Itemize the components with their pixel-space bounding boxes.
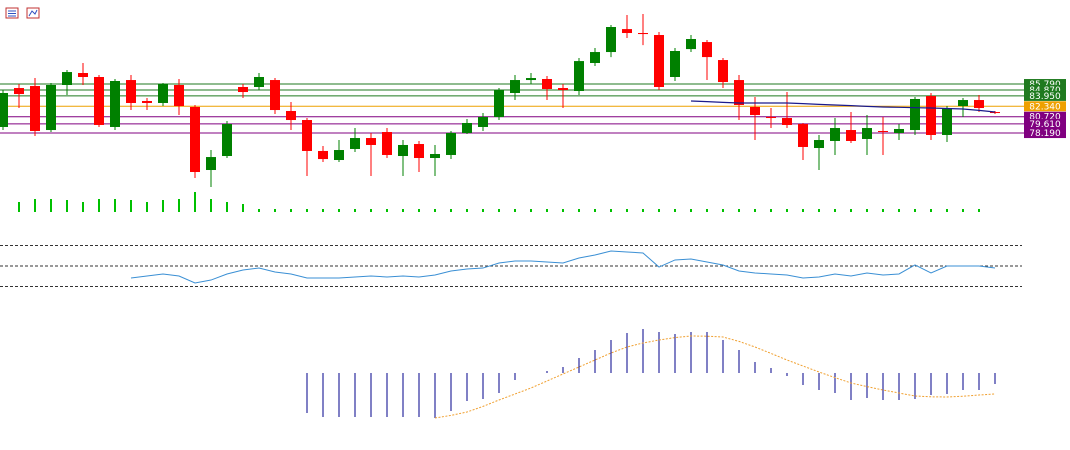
icon-chart[interactable] — [26, 7, 40, 19]
candle-body — [334, 150, 344, 161]
candle-body — [462, 122, 472, 133]
candle-body — [638, 33, 648, 35]
candle-body — [398, 144, 408, 157]
candle-body — [126, 80, 136, 103]
candle-body — [62, 72, 72, 85]
candle-body — [878, 130, 888, 133]
price-label: 83.950 — [1029, 92, 1061, 102]
candle-body — [894, 128, 904, 133]
candle-body — [94, 76, 104, 125]
candle-body — [782, 118, 792, 125]
price-label-box — [1024, 111, 1066, 122]
candle-body — [750, 106, 760, 115]
price-label-box — [1024, 118, 1066, 129]
macd-signal — [434, 335, 996, 419]
candle-body — [30, 86, 40, 131]
candle-body — [446, 132, 456, 155]
candle-body — [494, 90, 504, 117]
candle-body — [990, 112, 1000, 114]
candle-body — [158, 84, 168, 103]
candle-body — [430, 154, 440, 159]
candle-body — [78, 73, 88, 77]
candle-body — [734, 80, 744, 105]
toolbar-icons — [5, 7, 40, 19]
candle-body — [222, 124, 232, 157]
candle-body — [190, 106, 200, 173]
price-label-box — [1024, 84, 1066, 95]
price-label-box — [1024, 128, 1066, 139]
candle-body — [270, 80, 280, 111]
candle-body — [142, 100, 152, 103]
price-label: 82.340 — [1029, 102, 1061, 112]
candle-body — [350, 138, 360, 149]
candle-body — [174, 84, 184, 107]
price-label: 79.610 — [1029, 120, 1061, 130]
candle-body — [606, 27, 616, 53]
candle-body — [558, 88, 568, 91]
candle-body — [238, 86, 248, 93]
candle-body — [590, 52, 600, 64]
candle-body — [542, 78, 552, 89]
candle-body — [206, 157, 216, 171]
price-label: 78.190 — [1029, 129, 1061, 139]
candle-body — [526, 78, 536, 81]
candle-body — [910, 98, 920, 131]
candle-body — [574, 61, 584, 91]
candle-body — [670, 51, 680, 77]
candle-body — [254, 76, 264, 87]
icon-line — [28, 9, 38, 17]
candle-body — [974, 100, 984, 109]
candle-body — [318, 150, 328, 160]
candle-body — [302, 120, 312, 151]
price-label-box — [1024, 90, 1066, 101]
price-label: 80.720 — [1029, 113, 1061, 123]
candle-body — [814, 140, 824, 149]
candle-body — [382, 132, 392, 155]
candle-body — [718, 60, 728, 83]
candle-body — [942, 108, 952, 135]
candle-body — [14, 88, 24, 95]
candle-body — [46, 84, 56, 131]
candle-body — [830, 128, 840, 141]
candle-body — [110, 80, 120, 127]
price-label-box — [1024, 79, 1066, 90]
candle-body — [478, 116, 488, 127]
candle-body — [510, 80, 520, 93]
candle-body — [958, 100, 968, 107]
candle-body — [366, 138, 376, 145]
candle-body — [286, 110, 296, 121]
price-label-box — [1024, 101, 1066, 112]
candle-body — [686, 39, 696, 50]
candle-body — [0, 92, 8, 127]
candle-body — [862, 128, 872, 139]
candle-body — [654, 35, 664, 87]
candle-body — [702, 42, 712, 58]
candle-body — [622, 29, 632, 34]
candle-body — [926, 96, 936, 135]
moving-average — [690, 100, 996, 113]
candle-body — [414, 144, 424, 159]
rsi-line — [130, 250, 996, 284]
candle-body — [798, 124, 808, 147]
candle-body — [766, 116, 776, 119]
candle-body — [846, 130, 856, 141]
